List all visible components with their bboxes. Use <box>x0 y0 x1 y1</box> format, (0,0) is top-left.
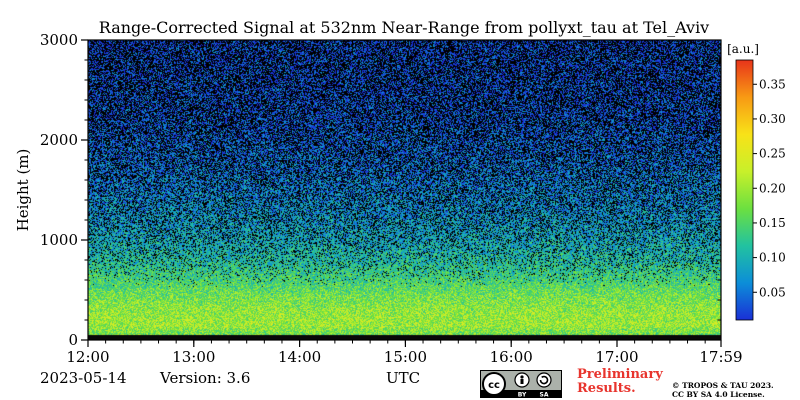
colorbar: 0.05 0.10 0.15 0.20 0.25 0.30 0.35 <box>735 59 786 321</box>
sa-share-icon <box>536 372 552 388</box>
chart-title: Range-Corrected Signal at 532nm Near-Ran… <box>99 18 709 37</box>
colorbar-tick-label: 0.05 <box>759 285 786 299</box>
x-tick-label: 16:00 <box>490 348 533 366</box>
copyright-note: © TROPOS & TAU 2023. CC BY SA 4.0 Licens… <box>672 381 774 399</box>
colorbar-tick-label: 0.30 <box>759 112 786 126</box>
cc-by-sa-license-icon: cc BY SA <box>480 370 562 398</box>
date-label: 2023-05-14 <box>40 369 127 387</box>
x-tick-label: 14:00 <box>278 348 321 366</box>
preliminary-line-1: Preliminary <box>577 367 663 382</box>
y-tick-label: 0 <box>68 331 78 349</box>
colorbar-tick-label: 0.10 <box>759 251 786 265</box>
colorbar-tick-label: 0.35 <box>759 77 786 91</box>
y-axis-label: Height (m) <box>14 149 32 232</box>
by-label: BY <box>518 392 527 399</box>
cc-logo-icon <box>482 372 506 396</box>
copyright-line-2: CC BY SA 4.0 License. <box>672 390 765 399</box>
y-axis: 0 1000 2000 3000 <box>40 31 721 349</box>
preliminary-line-2: Results. <box>577 381 636 396</box>
y-tick-label: 1000 <box>40 231 78 249</box>
colorbar-gradient <box>735 59 754 321</box>
preliminary-note: Preliminary Results. <box>577 368 663 396</box>
copyright-line-1: © TROPOS & TAU 2023. <box>672 381 774 390</box>
x-tick-label: 12:00 <box>66 348 109 366</box>
cc-logo-text: cc <box>488 380 500 391</box>
colorbar-tick-label: 0.25 <box>759 147 786 161</box>
plot-frame <box>87 39 722 341</box>
x-axis: 12:00 13:00 14:00 15:00 16:00 17:00 17:59 <box>66 40 743 366</box>
x-tick-label: 15:00 <box>384 348 427 366</box>
y-tick-label: 2000 <box>40 131 78 149</box>
y-tick-label: 3000 <box>40 31 78 49</box>
x-tick-label: 17:59 <box>699 348 742 366</box>
heatmap-image <box>88 40 721 340</box>
sa-label: SA <box>540 392 549 399</box>
heatmap <box>88 40 721 340</box>
colorbar-tick-label: 0.20 <box>759 181 786 195</box>
version-label: Version: 3.6 <box>160 369 251 387</box>
colorbar-tick-label: 0.15 <box>759 216 786 230</box>
x-tick-label: 13:00 <box>172 348 215 366</box>
x-tick-label: 17:00 <box>595 348 638 366</box>
x-axis-label: UTC <box>386 369 421 387</box>
colorbar-unit-label: [a.u.] <box>727 42 759 56</box>
